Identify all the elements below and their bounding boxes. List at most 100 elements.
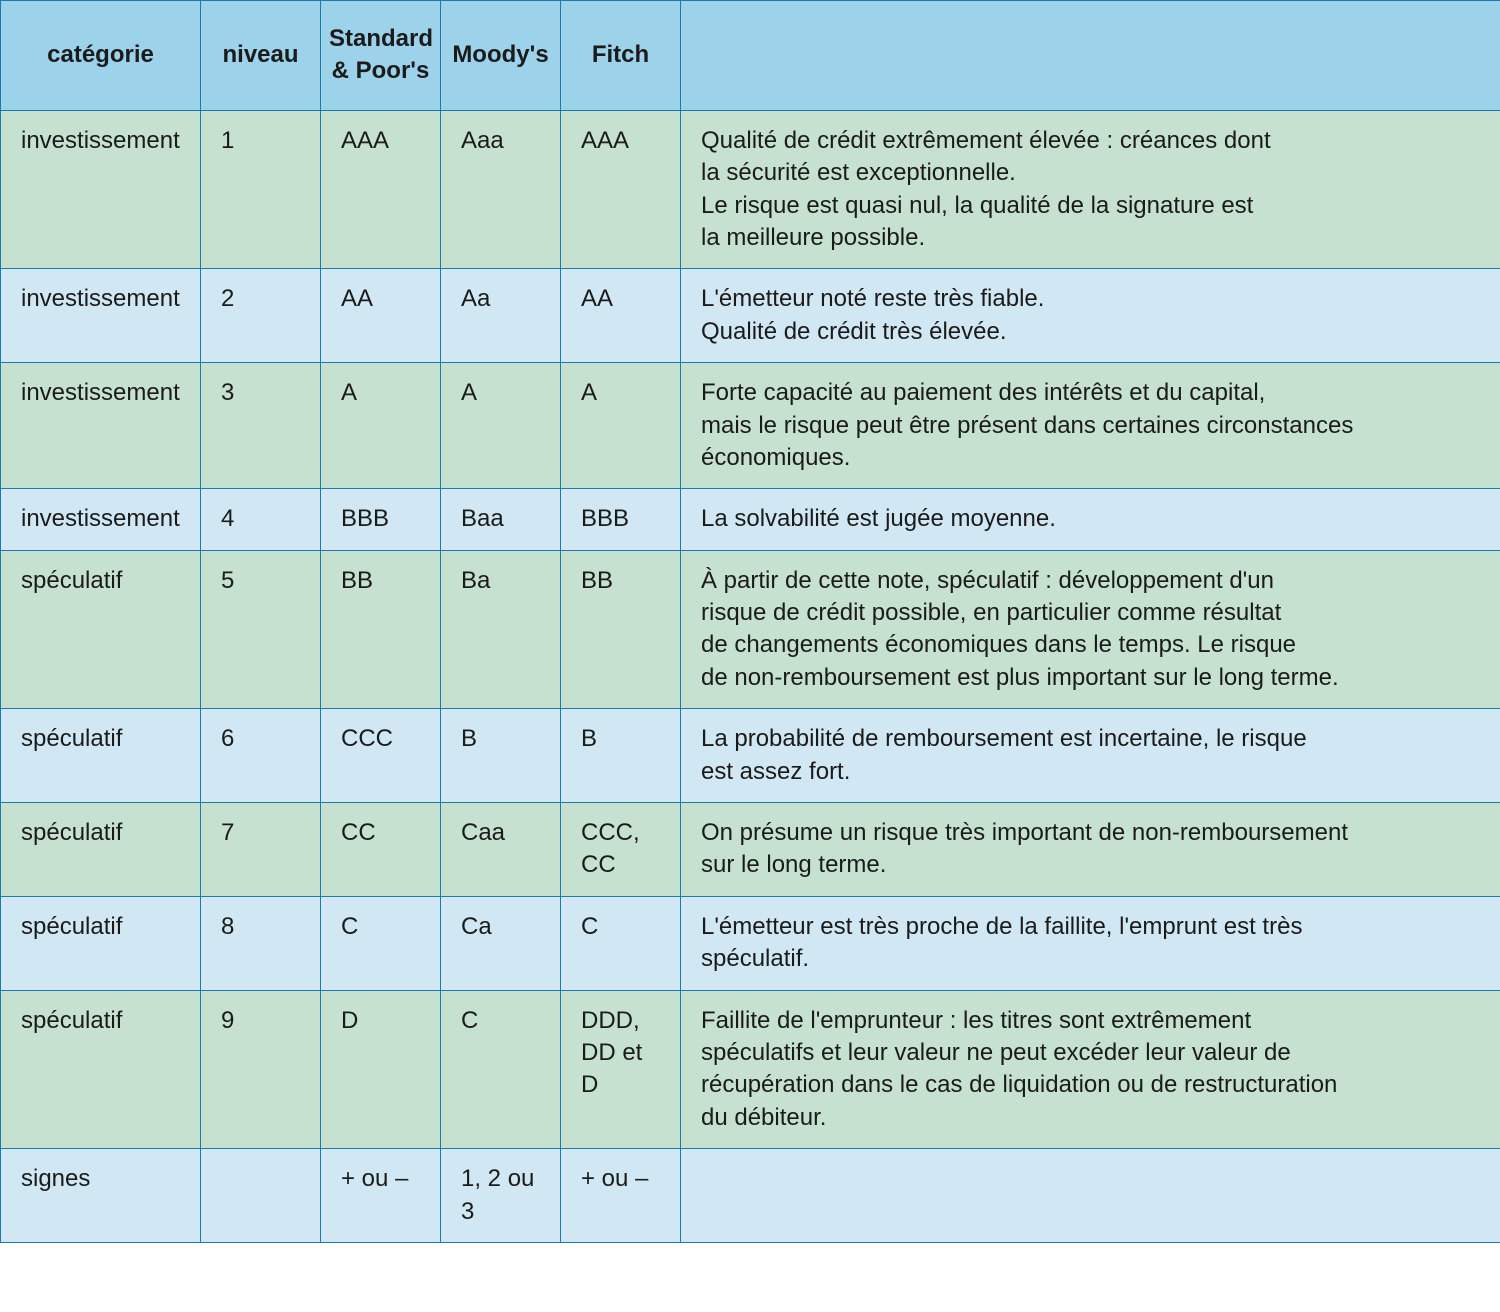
description-line: Forte capacité au paiement des intérêts …	[701, 377, 1480, 409]
cell-niveau: 8	[201, 896, 321, 990]
description-line: Qualité de crédit très élevée.	[701, 316, 1480, 348]
cell-categorie: investissement	[1, 363, 201, 489]
cell-fitch: BB	[561, 550, 681, 709]
cell-description: La solvabilité est jugée moyenne.	[681, 489, 1500, 550]
cell-sp: BB	[321, 550, 441, 709]
description-line: est assez fort.	[701, 756, 1480, 788]
col-header-desc	[681, 1, 1500, 111]
cell-niveau: 1	[201, 110, 321, 269]
description-line: risque de crédit possible, en particulie…	[701, 597, 1480, 629]
description-line: de changements économiques dans le temps…	[701, 629, 1480, 661]
cell-fitch: + ou –	[561, 1149, 681, 1243]
table-row: signes + ou –1, 2 ou 3+ ou –	[1, 1149, 1500, 1243]
table-row: investissement1AAAAaaAAAQualité de crédi…	[1, 110, 1500, 269]
description-line: Qualité de crédit extrêmement élevée : c…	[701, 125, 1480, 157]
col-header-categorie: catégorie	[1, 1, 201, 111]
table-row: spéculatif6CCCBBLa probabilité de rembou…	[1, 709, 1500, 803]
cell-description: L'émetteur est très proche de la faillit…	[681, 896, 1500, 990]
cell-description: L'émetteur noté reste très fiable.Qualit…	[681, 269, 1500, 363]
cell-moody: Aaa	[441, 110, 561, 269]
cell-fitch: AA	[561, 269, 681, 363]
table-row: investissement3AAAForte capacité au paie…	[1, 363, 1500, 489]
cell-fitch: BBB	[561, 489, 681, 550]
description-line: mais le risque peut être présent dans ce…	[701, 410, 1480, 442]
cell-moody: B	[441, 709, 561, 803]
cell-description: Qualité de crédit extrêmement élevée : c…	[681, 110, 1500, 269]
description-line: de non-remboursement est plus important …	[701, 662, 1480, 694]
cell-sp: + ou –	[321, 1149, 441, 1243]
description-line: sur le long terme.	[701, 849, 1480, 881]
col-header-niveau: niveau	[201, 1, 321, 111]
table-row: investissement2AAAaAAL'émetteur noté res…	[1, 269, 1500, 363]
description-line: L'émetteur noté reste très fiable.	[701, 283, 1480, 315]
cell-categorie: spéculatif	[1, 896, 201, 990]
cell-niveau: 2	[201, 269, 321, 363]
cell-moody: Caa	[441, 803, 561, 897]
cell-fitch: DDD, DD et D	[561, 990, 681, 1149]
table-row: spéculatif5BBBaBBÀ partir de cette note,…	[1, 550, 1500, 709]
cell-fitch: B	[561, 709, 681, 803]
table-row: spéculatif8CCaCL'émetteur est très proch…	[1, 896, 1500, 990]
cell-moody: Ba	[441, 550, 561, 709]
description-line: À partir de cette note, spéculatif : dév…	[701, 565, 1480, 597]
description-line: Faillite de l'emprunteur : les titres so…	[701, 1005, 1480, 1037]
table-row: spéculatif9DCDDD, DD et D Faillite de l'e…	[1, 990, 1500, 1149]
cell-niveau	[201, 1149, 321, 1243]
description-line: La probabilité de remboursement est ince…	[701, 723, 1480, 755]
table-body: investissement1AAAAaaAAAQualité de crédi…	[1, 110, 1500, 1242]
cell-sp: CC	[321, 803, 441, 897]
description-line: Le risque est quasi nul, la qualité de l…	[701, 190, 1480, 222]
description-line: spéculatifs et leur valeur ne peut excéd…	[701, 1037, 1480, 1069]
cell-moody: 1, 2 ou 3	[441, 1149, 561, 1243]
cell-categorie: investissement	[1, 110, 201, 269]
cell-description: Faillite de l'emprunteur : les titres so…	[681, 990, 1500, 1149]
cell-categorie: signes	[1, 1149, 201, 1243]
cell-categorie: spéculatif	[1, 709, 201, 803]
cell-categorie: spéculatif	[1, 990, 201, 1149]
header-row: catégorie niveau Standard & Poor's Moody…	[1, 1, 1500, 111]
cell-sp: A	[321, 363, 441, 489]
cell-fitch: A	[561, 363, 681, 489]
description-line: On présume un risque très important de n…	[701, 817, 1480, 849]
cell-moody: Aa	[441, 269, 561, 363]
cell-sp: D	[321, 990, 441, 1149]
cell-description: On présume un risque très important de n…	[681, 803, 1500, 897]
cell-niveau: 3	[201, 363, 321, 489]
cell-sp: C	[321, 896, 441, 990]
cell-niveau: 9	[201, 990, 321, 1149]
description-line: la meilleure possible.	[701, 222, 1480, 254]
cell-sp: AAA	[321, 110, 441, 269]
cell-moody: C	[441, 990, 561, 1149]
cell-niveau: 5	[201, 550, 321, 709]
cell-fitch: C	[561, 896, 681, 990]
description-line: L'émetteur est très proche de la faillit…	[701, 911, 1480, 943]
description-line: récupération dans le cas de liquidation …	[701, 1069, 1480, 1101]
cell-fitch: CCC, CC	[561, 803, 681, 897]
cell-moody: Ca	[441, 896, 561, 990]
credit-ratings-table: catégorie niveau Standard & Poor's Moody…	[0, 0, 1500, 1243]
cell-categorie: spéculatif	[1, 550, 201, 709]
cell-niveau: 4	[201, 489, 321, 550]
cell-description: À partir de cette note, spéculatif : dév…	[681, 550, 1500, 709]
col-header-fitch: Fitch	[561, 1, 681, 111]
cell-fitch: AAA	[561, 110, 681, 269]
cell-description	[681, 1149, 1500, 1243]
description-line: du débiteur.	[701, 1102, 1480, 1134]
description-line: la sécurité est exceptionnelle.	[701, 157, 1480, 189]
cell-moody: Baa	[441, 489, 561, 550]
table-header: catégorie niveau Standard & Poor's Moody…	[1, 1, 1500, 111]
col-header-moody: Moody's	[441, 1, 561, 111]
cell-description: La probabilité de remboursement est ince…	[681, 709, 1500, 803]
description-line: La solvabilité est jugée moyenne.	[701, 503, 1480, 535]
table-row: spéculatif7CCCaaCCC, CC On présume un ris…	[1, 803, 1500, 897]
cell-categorie: investissement	[1, 489, 201, 550]
cell-sp: CCC	[321, 709, 441, 803]
cell-niveau: 6	[201, 709, 321, 803]
cell-categorie: spéculatif	[1, 803, 201, 897]
description-line: spéculatif.	[701, 943, 1480, 975]
cell-sp: BBB	[321, 489, 441, 550]
col-header-sp: Standard & Poor's	[321, 1, 441, 111]
description-line: économiques.	[701, 442, 1480, 474]
cell-niveau: 7	[201, 803, 321, 897]
cell-sp: AA	[321, 269, 441, 363]
